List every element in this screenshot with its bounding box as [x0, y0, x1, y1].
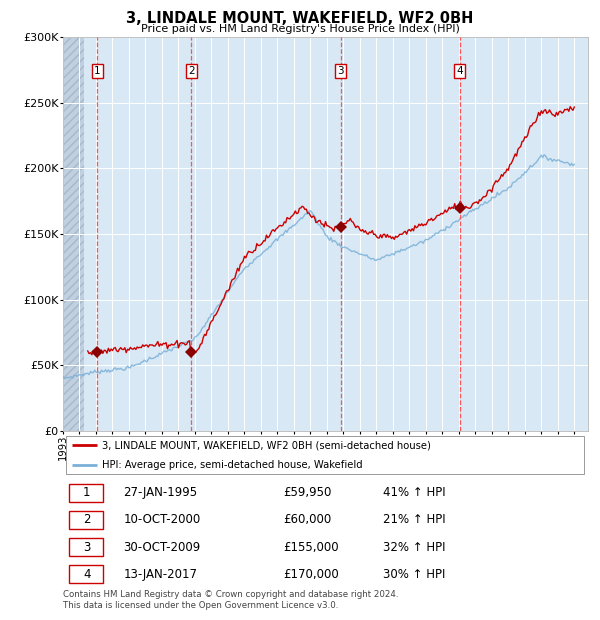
Bar: [63, 37, 83, 431]
Text: 13-JAN-2017: 13-JAN-2017: [124, 568, 197, 581]
Text: HPI: Average price, semi-detached house, Wakefield: HPI: Average price, semi-detached house,…: [103, 460, 363, 470]
Text: £59,950: £59,950: [284, 486, 332, 499]
FancyBboxPatch shape: [70, 511, 103, 529]
Text: 4: 4: [456, 66, 463, 76]
Text: £155,000: £155,000: [284, 541, 339, 554]
FancyBboxPatch shape: [70, 484, 103, 502]
Text: £170,000: £170,000: [284, 568, 339, 581]
FancyBboxPatch shape: [70, 565, 103, 583]
Text: 32% ↑ HPI: 32% ↑ HPI: [383, 541, 446, 554]
Text: 30% ↑ HPI: 30% ↑ HPI: [383, 568, 446, 581]
FancyBboxPatch shape: [65, 436, 584, 474]
Text: 10-OCT-2000: 10-OCT-2000: [124, 513, 200, 526]
Text: 30-OCT-2009: 30-OCT-2009: [124, 541, 200, 554]
Text: 3: 3: [337, 66, 344, 76]
Text: 41% ↑ HPI: 41% ↑ HPI: [383, 486, 446, 499]
Text: 27-JAN-1995: 27-JAN-1995: [124, 486, 197, 499]
Text: Contains HM Land Registry data © Crown copyright and database right 2024.
This d: Contains HM Land Registry data © Crown c…: [63, 590, 398, 609]
Text: 3, LINDALE MOUNT, WAKEFIELD, WF2 0BH (semi-detached house): 3, LINDALE MOUNT, WAKEFIELD, WF2 0BH (se…: [103, 440, 431, 450]
Text: 2: 2: [188, 66, 194, 76]
Text: 3, LINDALE MOUNT, WAKEFIELD, WF2 0BH: 3, LINDALE MOUNT, WAKEFIELD, WF2 0BH: [127, 11, 473, 26]
FancyBboxPatch shape: [70, 538, 103, 556]
Text: 1: 1: [94, 66, 100, 76]
Text: Price paid vs. HM Land Registry's House Price Index (HPI): Price paid vs. HM Land Registry's House …: [140, 24, 460, 33]
Text: £60,000: £60,000: [284, 513, 332, 526]
Text: 1: 1: [83, 486, 91, 499]
Text: 4: 4: [83, 568, 91, 581]
Text: 3: 3: [83, 541, 91, 554]
Text: 21% ↑ HPI: 21% ↑ HPI: [383, 513, 446, 526]
Text: 2: 2: [83, 513, 91, 526]
